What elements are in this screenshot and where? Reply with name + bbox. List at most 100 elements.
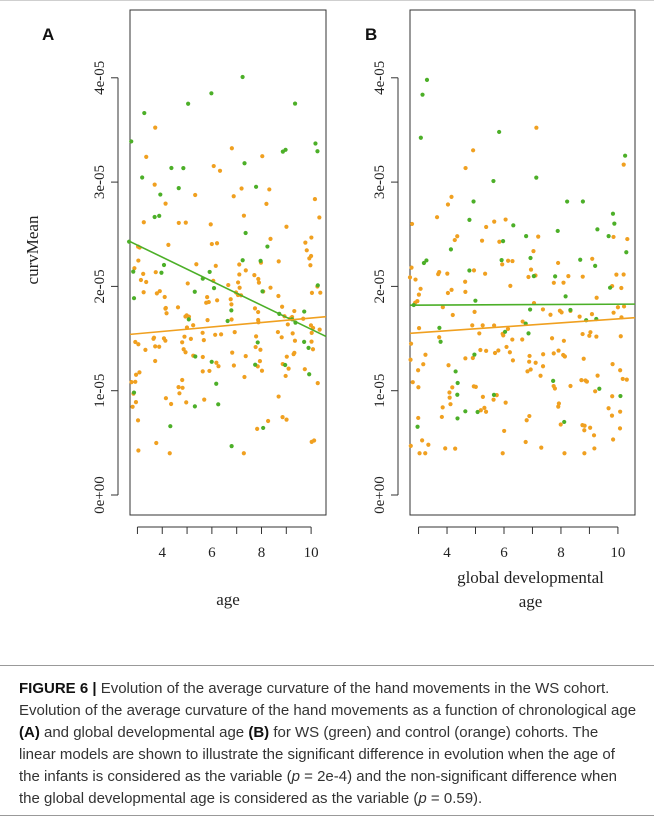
scatter-point-ws — [169, 165, 174, 171]
scatter-point-control — [143, 347, 148, 353]
scatter-point-control — [175, 305, 181, 310]
scatter-point-control — [257, 359, 263, 364]
caption-text-5: = 0.59). — [426, 790, 483, 807]
scatter-point-ws — [534, 175, 539, 180]
scatter-point-ws — [618, 393, 623, 399]
scatter-point-control — [207, 368, 212, 374]
scatter-point-ws — [142, 110, 147, 116]
scatter-point-control — [137, 370, 142, 375]
scatter-point-control — [625, 236, 630, 242]
scatter-point-control — [568, 383, 573, 389]
scatter-point-ws — [253, 362, 258, 367]
x-tick-label: 8 — [258, 545, 266, 561]
scatter-point-control — [213, 263, 218, 268]
scatter-point-control — [138, 277, 144, 283]
scatter-point-control — [318, 290, 323, 295]
scatter-point-control — [434, 215, 440, 220]
scatter-point-control — [231, 194, 236, 199]
y-tick-label: 1e-05 — [92, 374, 108, 408]
scatter-point-control — [533, 360, 538, 365]
scatter-point-control — [588, 425, 593, 430]
scatter-point-control — [260, 154, 265, 159]
scatter-point-ws — [280, 149, 285, 154]
scatter-point-control — [534, 125, 539, 130]
caption-text-3: for WS (green) and control (orange) coho… — [19, 724, 615, 785]
scatter-point-control — [582, 423, 587, 428]
scatter-point-control — [309, 235, 314, 240]
scatter-point-control — [594, 295, 599, 300]
scatter-point-control — [440, 405, 445, 410]
scatter-point-control — [561, 338, 566, 343]
scatter-point-control — [445, 290, 451, 296]
scatter-point-control — [527, 353, 532, 359]
scatter-point-control — [551, 280, 556, 285]
scatter-point-control — [309, 439, 314, 445]
scatter-point-ws — [448, 247, 454, 252]
scatter-point-ws — [192, 404, 197, 409]
scatter-point-control — [416, 368, 421, 373]
scatter-point-control — [527, 359, 532, 364]
scatter-point-ws — [265, 244, 270, 249]
scatter-point-control — [562, 451, 567, 456]
scatter-point-ws — [455, 416, 460, 421]
scatter-point-control — [497, 239, 502, 244]
scatter-point-control — [548, 312, 553, 317]
plot-frame — [409, 9, 636, 516]
scatter-point-control — [136, 448, 141, 453]
scatter-point-control — [200, 369, 205, 374]
scatter-point-control — [507, 350, 512, 355]
scatter-point-control — [478, 347, 483, 353]
scatter-point-ws — [131, 390, 137, 395]
scatter-point-control — [525, 369, 530, 374]
scatter-point-control — [184, 400, 189, 405]
scatter-point-control — [528, 267, 534, 272]
scatter-point-control — [255, 426, 260, 431]
scatter-point-ws — [471, 199, 476, 204]
x-tick-label: 10 — [610, 545, 625, 561]
scatter-point-ws — [624, 250, 629, 255]
scatter-point-control — [443, 446, 448, 451]
scatter-point-control — [413, 277, 418, 282]
scatter-point-ws — [131, 269, 136, 274]
scatter-point-control — [527, 413, 532, 419]
scatter-point-control — [453, 446, 458, 451]
scatter-point-control — [618, 334, 623, 339]
scatter-point-control — [591, 433, 597, 438]
scatter-point-ws — [597, 386, 602, 391]
scatter-point-ws — [528, 307, 533, 312]
scatter-point-control — [614, 272, 619, 277]
scatter-point-control — [214, 241, 220, 246]
scatter-point-control — [558, 422, 563, 427]
scatter-point-control — [503, 217, 508, 222]
scatter-point-control — [450, 385, 455, 390]
scatter-point-control — [231, 363, 236, 368]
scatter-point-control — [235, 280, 241, 285]
y-tick-label: 1e-05 — [372, 374, 388, 408]
scatter-point-control — [539, 445, 544, 450]
scatter-point-ws — [131, 296, 137, 301]
scatter-point-ws — [438, 339, 443, 344]
scatter-point-control — [505, 258, 511, 263]
scatter-point-control — [279, 335, 284, 340]
scatter-point-control — [471, 148, 476, 153]
scatter-point-control — [188, 336, 193, 342]
x-tick-label: 4 — [159, 545, 167, 561]
scatter-point-control — [208, 222, 213, 227]
scatter-point-ws — [157, 213, 162, 218]
scatter-point-control — [169, 401, 174, 407]
scatter-point-ws — [502, 329, 508, 334]
scatter-point-control — [141, 220, 146, 225]
scatter-point-control — [132, 266, 137, 271]
scatter-point-ws — [455, 380, 460, 386]
scatter-point-ws — [152, 214, 157, 220]
scatter-point-control — [621, 304, 627, 309]
scatter-point-control — [437, 335, 442, 340]
top-rule — [0, 0, 654, 1]
scatter-point-control — [447, 395, 452, 400]
scatter-point-ws — [623, 153, 628, 158]
scatter-point-control — [237, 285, 242, 290]
scatter-point-control — [540, 364, 546, 369]
panel-b: B 0e+00 1e-05 2e-05 3e-05 4e-05 4 6 8 10 global de… — [365, 9, 636, 611]
scatter-point-control — [307, 256, 312, 261]
scatter-point-control — [308, 263, 313, 268]
